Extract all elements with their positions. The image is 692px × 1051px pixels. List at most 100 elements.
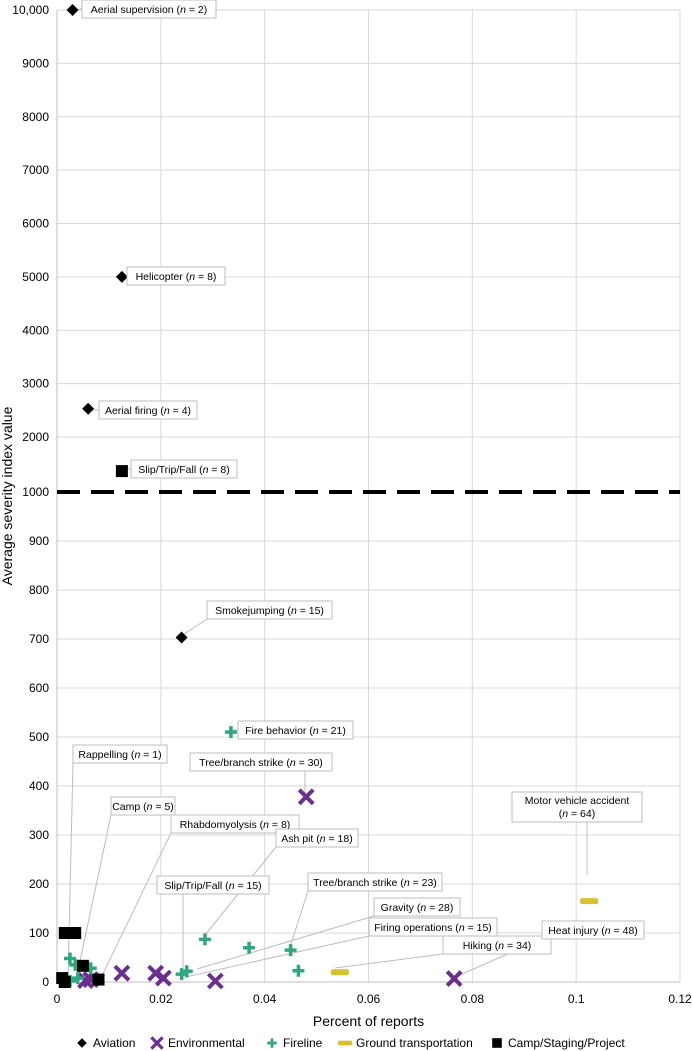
y-tick-label: 900 — [29, 534, 49, 548]
annotation-leader — [180, 618, 208, 637]
annotation-leader — [67, 762, 74, 981]
annotation: Hiking (n = 34) — [442, 935, 552, 955]
point-environmental — [297, 788, 315, 806]
y-tick-label: 6000 — [22, 217, 49, 231]
y-tick-label: 4000 — [22, 323, 49, 337]
annotation-label: Aerial firing (n = 4) — [105, 405, 191, 417]
legend-label: Ground transportation — [356, 1036, 473, 1050]
annotation-label: Ash pit (n = 18) — [281, 833, 353, 845]
y-tick-label: 300 — [29, 828, 49, 842]
annotation-label: Aerial supervision (n = 2) — [91, 4, 207, 16]
annotation-label: Firing operations (n = 15) — [374, 922, 492, 934]
annotation-label: Motor vehicle accident (n = 64) — [525, 795, 630, 820]
annotation: Helicopter (n = 8) — [126, 266, 226, 286]
x-axis-label: Percent of reports — [313, 1013, 424, 1029]
annotation-label: Smokejumping (n = 15) — [215, 605, 324, 617]
point-camp-staging-project — [115, 465, 128, 478]
annotation: Slip/Trip/Fall (n = 8) — [130, 459, 238, 479]
annotation-label: Slip/Trip/Fall (n = 8) — [138, 464, 230, 476]
annotation-leader — [180, 935, 370, 979]
legend-item: Aviation — [77, 1036, 135, 1050]
point-aviation — [82, 402, 95, 415]
annotation-label: Tree/branch strike (n = 30) — [199, 757, 323, 769]
x-tick-label: 0.04 — [253, 992, 277, 1006]
annotation: Aerial firing (n = 4) — [98, 400, 198, 420]
point-fireline — [71, 972, 84, 985]
annotation-label: Gravity (n = 28) — [381, 902, 454, 914]
annotation: Rhabdomyolysis (n = 8) — [170, 814, 300, 834]
point-fireline — [63, 952, 76, 965]
annotation-label: Rhabdomyolysis (n = 8) — [180, 819, 291, 831]
point-fireline — [292, 964, 305, 977]
annotation-label: Rappelling (n = 1) — [78, 749, 161, 761]
y-tick-label: 8000 — [22, 110, 49, 124]
annotation-leader — [99, 832, 172, 981]
annotation: Rappelling (n = 1) — [72, 744, 168, 764]
x-tick-label: 0.12 — [668, 992, 692, 1006]
annotation: Aerial supervision (n = 2) — [81, 0, 217, 19]
point-fireline — [284, 944, 297, 957]
annotation-leader — [334, 953, 444, 969]
point-fireline — [243, 941, 256, 954]
point-environmental — [77, 972, 94, 989]
legend-item: Environmental — [150, 1036, 245, 1050]
y-tick-label: 100 — [29, 926, 49, 940]
annotation-label: Heat injury (n = 48) — [548, 925, 638, 937]
y-tick-label: 800 — [29, 583, 49, 597]
y-tick-label: 1000 — [22, 485, 49, 499]
annotation: Camp (n = 5) — [110, 796, 176, 816]
legend-item: Fireline — [267, 1036, 323, 1050]
point-aviation — [115, 270, 128, 283]
x-tick-label: 0.02 — [149, 992, 173, 1006]
point-camp-staging-project — [92, 973, 105, 986]
y-tick-label: 0 — [42, 975, 49, 989]
annotation: Tree/branch strike (n = 30) — [189, 752, 333, 772]
annotation-label: Camp (n = 5) — [112, 801, 174, 813]
point-environmental — [445, 970, 463, 987]
x-tick-label: 0.06 — [357, 992, 381, 1006]
point-environmental — [206, 972, 224, 990]
legend: Aviation Environmental Fireline Ground tran… — [77, 1036, 625, 1050]
annotation-leader — [75, 814, 112, 981]
annotation: Ash pit (n = 18) — [275, 828, 359, 848]
point-camp-staging-project — [58, 927, 71, 939]
point-aviation — [66, 4, 79, 16]
legend-item: Camp/Staging/Project — [492, 1036, 625, 1050]
point-environmental — [147, 964, 165, 982]
annotation-label: Helicopter (n = 8) — [136, 271, 217, 283]
x-tick-label: 0 — [54, 992, 61, 1006]
legend-label: Fireline — [283, 1036, 323, 1050]
annotation: Gravity (n = 28) — [373, 897, 461, 917]
annotation-leader — [196, 915, 375, 970]
y-tick-label: 600 — [29, 681, 49, 695]
annotation-label: Fire behavior (n = 21) — [245, 725, 346, 737]
y-tick-label: 7000 — [22, 163, 49, 177]
annotation-boxes: Aerial supervision (n = 2) Helicopter (n … — [72, 0, 645, 955]
annotation: Motor vehicle accident (n = 64) — [511, 791, 643, 823]
legend-label: Environmental — [168, 1036, 245, 1050]
x-tick-label: 0.1 — [568, 992, 585, 1006]
y-tick-label: 2000 — [22, 430, 49, 444]
legend-label: Aviation — [93, 1036, 135, 1050]
point-ground-transportation — [580, 898, 599, 905]
annotation: Heat injury (n = 48) — [541, 920, 645, 940]
y-tick-label: 700 — [29, 632, 49, 646]
annotation-label: Hiking (n = 34) — [463, 940, 532, 952]
annotation-leader — [290, 890, 309, 945]
point-aviation — [175, 631, 188, 644]
point-fireline — [198, 933, 211, 946]
point-environmental — [155, 969, 172, 987]
y-tick-label: 500 — [29, 730, 49, 744]
annotation: Smokejumping (n = 15) — [206, 600, 333, 620]
point-fireline — [180, 965, 193, 978]
y-tick-label: 5000 — [22, 270, 49, 284]
legend-item: Ground transportation — [337, 1036, 473, 1050]
axes: 0 0.02 0.04 0.06 0.08 0.1 0.12 0 100 200 300 400 500… — [12, 3, 692, 1006]
legend-label: Camp/Staging/Project — [508, 1036, 625, 1050]
annotation: Tree/branch strike (n = 23) — [307, 872, 443, 892]
y-axis-label: Average severity index value — [0, 406, 15, 585]
point-ground-transportation — [330, 969, 349, 976]
gridlines — [56, 9, 681, 982]
annotation: Slip/Trip/Fall (n = 15) — [156, 875, 270, 895]
